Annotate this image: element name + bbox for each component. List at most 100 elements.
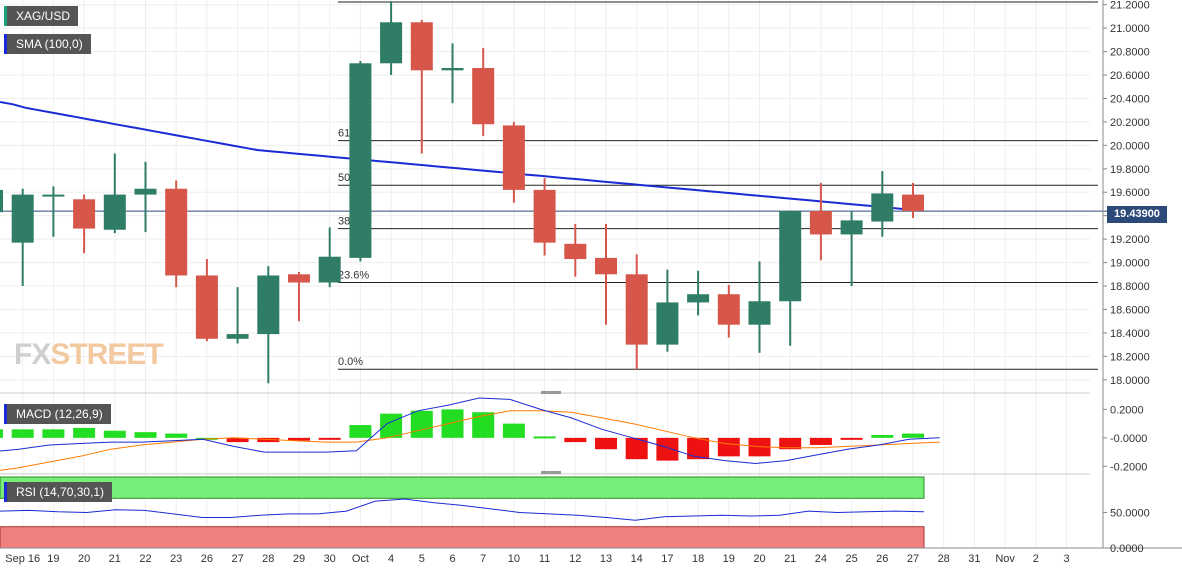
price-y-tick-label: 18.2000	[1110, 351, 1150, 363]
candle-body	[625, 274, 648, 345]
panel-resize-handle	[541, 471, 561, 474]
macd-histogram-bar	[410, 410, 433, 438]
price-y-tick-label: 18.8000	[1110, 281, 1150, 293]
last-price-tag: 19.43900	[1107, 206, 1167, 223]
candle	[502, 121, 525, 203]
symbol-label[interactable]: XAG/USD	[4, 6, 79, 26]
macd-y-tick-label: 0.2000	[1110, 404, 1144, 416]
candle	[533, 178, 556, 256]
candle	[73, 194, 96, 254]
rsi-overbought-zone	[0, 476, 925, 499]
rsi-y-tick-label: 50.0000	[1110, 508, 1150, 520]
candle-body	[717, 294, 740, 325]
x-tick-label: 21	[109, 553, 121, 565]
macd-histogram-bar	[656, 437, 679, 461]
price-y-tick-label: 20.0000	[1110, 140, 1150, 152]
candle	[779, 210, 802, 346]
sma-indicator-label[interactable]: SMA (100,0)	[4, 34, 91, 54]
rsi-y-tick-label: 0.0000	[1110, 543, 1144, 555]
x-tick-label: 6	[449, 553, 455, 565]
x-tick-label: 29	[293, 553, 305, 565]
candle-body	[349, 63, 372, 258]
candle-body	[564, 243, 587, 260]
price-y-tick-label: 20.8000	[1110, 47, 1150, 59]
x-tick-label: 3	[1063, 553, 1069, 565]
candle	[687, 270, 710, 316]
candle	[288, 271, 310, 322]
x-tick-label: 23	[170, 553, 182, 565]
x-tick-label: 20	[753, 553, 765, 565]
candle-body	[502, 125, 525, 190]
macd-histogram-bar	[380, 413, 403, 438]
price-y-tick-label: 21.2000	[1110, 0, 1150, 12]
macd-histogram-bar	[902, 433, 924, 438]
price-y-tick-label: 18.4000	[1110, 328, 1150, 340]
rsi-panel	[0, 476, 925, 549]
candle-body	[380, 22, 403, 64]
candle	[165, 180, 188, 288]
x-tick-label: 30	[324, 553, 336, 565]
candle	[441, 43, 464, 104]
grid-lines	[0, 0, 1090, 548]
x-tick-label: 2	[1033, 553, 1039, 565]
x-tick-label: 13	[600, 553, 612, 565]
macd-histogram-bar	[502, 423, 525, 438]
x-tick-label: 28	[938, 553, 950, 565]
candle	[625, 254, 648, 370]
candle-body	[748, 301, 771, 325]
candle	[595, 223, 617, 325]
candle	[134, 161, 157, 233]
candle	[11, 188, 34, 287]
candle-body	[288, 274, 310, 283]
macd-histogram-bar	[717, 437, 740, 457]
x-tick-label: 25	[845, 553, 857, 565]
x-tick-label: 17	[661, 553, 673, 565]
x-tick-label: Oct	[352, 553, 369, 565]
candle	[42, 186, 65, 237]
x-tick-label: 31	[968, 553, 980, 565]
x-tick-label: 28	[262, 553, 274, 565]
macd-histogram-bar	[288, 437, 310, 441]
macd-indicator-label[interactable]: MACD (12,26,9)	[4, 404, 111, 424]
candlesticks	[0, 1, 924, 384]
candle	[410, 19, 433, 154]
macd-histogram-bar	[165, 433, 188, 438]
price-y-tick-label: 18.0000	[1110, 375, 1150, 387]
rsi-line	[0, 498, 925, 521]
x-tick-label: Nov	[995, 553, 1015, 565]
candle	[902, 182, 924, 219]
candle-body	[11, 194, 34, 243]
x-tick-label: 19	[47, 553, 59, 565]
macd-y-tick-label: -0.0000	[1110, 433, 1147, 445]
candle	[257, 266, 280, 384]
rsi-indicator-label[interactable]: RSI (14,70,30,1)	[4, 482, 113, 502]
candle	[809, 182, 832, 261]
macd-histogram-bar	[595, 437, 617, 450]
x-tick-label: 21	[784, 553, 796, 565]
candle-body	[0, 189, 3, 213]
candle	[840, 210, 863, 287]
macd-histogram-bar	[564, 437, 587, 443]
fibonacci-levels: 61.8%50.0%38.2%23.6%0.0%	[0, 1, 1107, 370]
x-tick-label: 14	[631, 553, 643, 565]
macd-histogram-bar	[472, 412, 495, 438]
macd-histogram-bar	[42, 429, 65, 438]
macd-line	[0, 397, 940, 465]
macd-histogram-bar	[349, 425, 372, 438]
x-tick-label: 20	[78, 553, 90, 565]
macd-histogram-bar	[11, 429, 34, 438]
x-tick-label: Sep 16	[5, 553, 40, 565]
candle-body	[226, 334, 249, 339]
macd-histogram-bar	[625, 437, 648, 460]
candle	[318, 227, 341, 288]
candle-body	[687, 294, 710, 303]
fxstreet-watermark-logo: FXSTREET	[14, 338, 164, 371]
panel-resize-handle	[541, 391, 561, 394]
candle	[656, 269, 679, 352]
candle	[564, 223, 587, 277]
price-y-tick-label: 18.6000	[1110, 304, 1150, 316]
candle-body	[441, 67, 464, 71]
candle-body	[809, 210, 832, 235]
candle	[349, 60, 372, 262]
